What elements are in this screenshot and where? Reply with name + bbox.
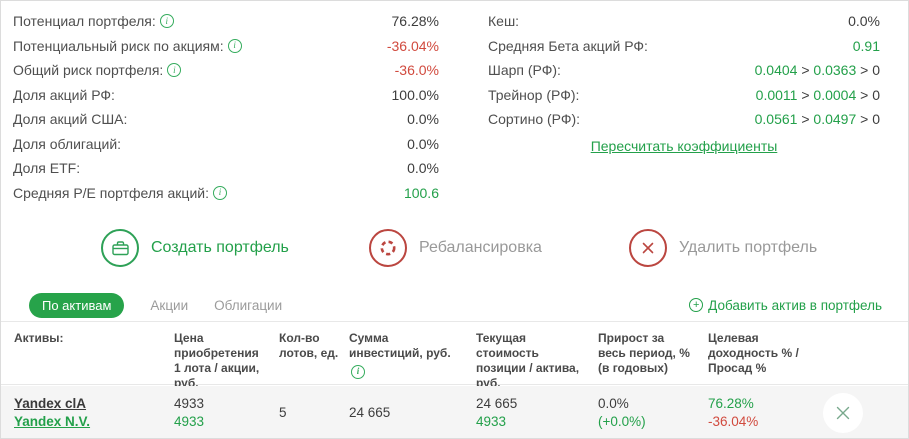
metric-value: -36.0% <box>394 62 439 79</box>
metric-value: 0.0404 > 0.0363 > 0 <box>754 62 880 79</box>
metric-row: Средняя Бета акций РФ: 0.91 <box>488 34 880 59</box>
rebalance-button[interactable]: Ребалансировка <box>369 229 542 267</box>
table-header: Активы: Цена приобретения 1 лота / акции… <box>1 321 908 390</box>
metric-value: 0.0% <box>407 135 439 152</box>
briefcase-icon <box>101 229 139 267</box>
metric-value: 0.0% <box>407 111 439 128</box>
info-icon[interactable]: i <box>227 38 242 53</box>
metric-row: Кеш: 0.0% <box>488 9 880 34</box>
info-icon[interactable]: i <box>212 185 227 200</box>
metric-label: Трейнор (РФ): <box>488 86 580 103</box>
metric-row: Доля облигаций: 0.0% <box>13 132 439 157</box>
rebalance-icon <box>369 229 407 267</box>
metric-label: Доля акций США: <box>13 111 128 128</box>
metric-label: Доля облигаций: <box>13 135 122 152</box>
metric-label: Средняя Бета акций РФ: <box>488 37 648 54</box>
action-label: Удалить портфель <box>679 239 818 256</box>
metric-label: Общий риск портфеля: <box>13 62 164 79</box>
tab-by-assets[interactable]: По активам <box>29 292 125 318</box>
create-portfolio-button[interactable]: Создать портфель <box>101 229 289 267</box>
metric-label: Доля ETF: <box>13 160 81 177</box>
add-asset-label: Добавить актив в портфель <box>708 297 882 313</box>
info-icon[interactable]: i <box>159 14 174 29</box>
metrics-right-column: Кеш: 0.0% Средняя Бета акций РФ: 0.91 Ша… <box>456 9 880 205</box>
asset-cell: Yandex clA Yandex N.V. <box>14 395 174 431</box>
metrics-section: Потенциал портфеля: i 76.28% Потенциальны… <box>1 1 908 205</box>
metric-label: Кеш: <box>488 13 520 30</box>
metric-row: Доля акций США: 0.0% <box>13 107 439 132</box>
action-label: Ребалансировка <box>419 239 542 256</box>
growth-cell: 0.0% (+0.0%) <box>598 396 646 429</box>
metric-label: Потенциальный риск по акциям: <box>13 37 224 54</box>
info-icon[interactable]: i <box>167 63 182 78</box>
metric-label: Доля акций РФ: <box>13 86 115 103</box>
metric-row: Потенциальный риск по акциям: i -36.04% <box>13 34 439 59</box>
metric-label: Сортино (РФ): <box>488 111 581 128</box>
current-value-cell: 24 665 4933 <box>476 396 518 429</box>
metrics-left-column: Потенциал портфеля: i 76.28% Потенциальны… <box>13 9 456 205</box>
table-row: Yandex clA Yandex N.V. 4933 4933 5 24 66… <box>1 386 908 438</box>
lots-cell: 5 <box>279 405 287 420</box>
metric-row: Средняя P/E портфеля акций: i 100.6 <box>13 181 439 206</box>
close-icon <box>629 229 667 267</box>
close-icon <box>836 406 850 420</box>
price-cell: 4933 4933 <box>174 396 205 429</box>
delete-portfolio-button[interactable]: Удалить портфель <box>629 229 817 267</box>
metric-label: Средняя P/E портфеля акций: <box>13 184 209 201</box>
column-header-price: Цена приобретения 1 лота / акции, руб. <box>174 331 260 390</box>
invested-cell: 24 665 <box>349 405 391 420</box>
tab-stocks[interactable]: Акции <box>150 297 189 313</box>
info-icon[interactable]: i <box>351 364 365 379</box>
metric-label: Потенциал портфеля: <box>13 13 156 30</box>
metric-row: Доля акций РФ: 100.0% <box>13 83 439 108</box>
metric-row: Сортино (РФ): 0.0561 > 0.0497 > 0 <box>488 107 880 132</box>
column-header-target: Целевая доходность % / Просад % <box>708 331 799 375</box>
metric-value: 0.0011 > 0.0004 > 0 <box>755 86 880 103</box>
target-yield-cell: 76.28% -36.04% <box>708 396 759 429</box>
table-toolbar: По активам Акции Облигации + Добавить ак… <box>1 290 908 320</box>
recalculate-coefficients-link[interactable]: Пересчитать коэффициенты <box>590 137 778 154</box>
asset-company-link[interactable]: Yandex N.V. <box>14 414 91 429</box>
metric-row: Доля ETF: 0.0% <box>13 156 439 181</box>
metric-value: 0.0561 > 0.0497 > 0 <box>754 111 880 128</box>
column-header-assets: Активы: <box>14 331 64 345</box>
add-asset-button[interactable]: + Добавить актив в портфель <box>689 298 882 313</box>
portfolio-actions: Создать портфель Ребалансировка Удалить … <box>1 223 908 275</box>
metric-value: 100.0% <box>391 86 439 103</box>
metric-value: 76.28% <box>391 13 439 30</box>
metric-label: Шарп (РФ): <box>488 62 561 79</box>
metric-value: 0.0% <box>848 13 880 30</box>
column-header-lots: Кол-во лотов, ед. <box>279 331 339 360</box>
action-label: Создать портфель <box>151 239 289 256</box>
metric-value: 0.91 <box>852 37 880 54</box>
metric-value: 0.0% <box>407 160 439 177</box>
metric-row: Шарп (РФ): 0.0404 > 0.0363 > 0 <box>488 58 880 83</box>
plus-circle-icon: + <box>689 298 704 312</box>
remove-asset-button[interactable] <box>823 393 863 433</box>
metric-row: Трейнор (РФ): 0.0011 > 0.0004 > 0 <box>488 83 880 108</box>
metric-value: -36.04% <box>386 37 439 54</box>
metric-value: 100.6 <box>403 184 439 201</box>
column-header-growth: Прирост за весь период, % (в годовых) <box>598 331 690 375</box>
column-header-current: Текущая стоимость позиции / актива, руб. <box>476 331 580 390</box>
asset-ticker-link[interactable]: Yandex clA <box>14 396 87 411</box>
metric-row: Потенциал портфеля: i 76.28% <box>13 9 439 34</box>
tab-bonds[interactable]: Облигации <box>214 297 283 313</box>
metric-row: Общий риск портфеля: i -36.0% <box>13 58 439 83</box>
column-header-invested: Сумма инвестиций, руб.i <box>349 331 476 384</box>
